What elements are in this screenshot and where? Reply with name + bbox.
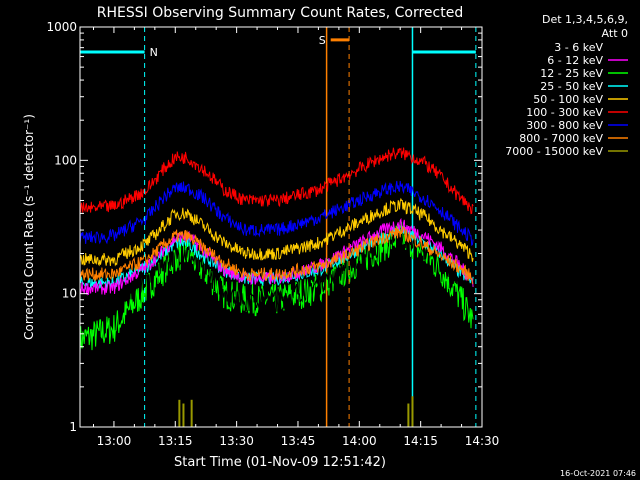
legend-label: 7000 - 15000 keV [505, 145, 603, 158]
x-tick-label: 13:15 [158, 434, 193, 448]
legend-header-line-1: Det 1,3,4,5,6,9, [542, 13, 628, 26]
legend-label: 800 - 7000 keV [519, 132, 603, 145]
flag-label: N [150, 46, 158, 59]
plot-area: NS 13:00 13:15 13:30 13:45 14:00 14:15 14:3011… [46, 20, 499, 448]
legend-label: 12 - 25 keV [540, 67, 603, 80]
legend-header-line-2: Att 0 [602, 27, 628, 40]
legend-label: 100 - 300 keV [526, 106, 603, 119]
x-tick-label: 13:45 [281, 434, 316, 448]
chart-title: RHESSI Observing Summary Count Rates, Co… [97, 5, 463, 21]
date-stamp: 16-Oct-2021 07:46 [560, 469, 636, 478]
flags-layer: NS [80, 27, 477, 427]
series-layer [79, 147, 474, 427]
flag-label: S [319, 34, 326, 47]
x-tick-label: 13:00 [97, 434, 132, 448]
series-line-6 [79, 180, 474, 247]
series-line-1 [79, 217, 474, 296]
legend-label: 25 - 50 keV [540, 80, 603, 93]
legend-label: 50 - 100 keV [533, 93, 603, 106]
y-tick-label: 10 [62, 287, 77, 301]
series-line-0 [79, 224, 474, 312]
y-tick-label: 100 [54, 153, 77, 167]
series-line-5 [79, 147, 474, 215]
plot-frame [79, 26, 483, 428]
legend-label: 3 - 6 keV [554, 41, 603, 54]
legend-label: 6 - 12 keV [547, 54, 603, 67]
y-tick-label: 1 [69, 420, 77, 434]
x-tick-label: 13:30 [219, 434, 254, 448]
markers-layer [325, 27, 414, 427]
legend-label: 300 - 800 keV [526, 119, 603, 132]
ticks-layer: 13:00 13:15 13:30 13:45 14:00 14:15 14:30 1 10 10… [46, 20, 499, 448]
x-tick-label: 14:30 [465, 434, 500, 448]
x-tick-label: 14:00 [342, 434, 377, 448]
y-tick-label: 1000 [46, 20, 77, 34]
x-axis-label: Start Time (01-Nov-09 12:51:42) [174, 455, 386, 470]
y-axis-label: Corrected Count Rate (s⁻¹ detector⁻¹) [22, 114, 36, 340]
legend-header: Det 1,3,4,5,6,9, Att 0 [542, 13, 628, 40]
series-line-4 [79, 197, 474, 267]
series-line-7 [79, 225, 474, 284]
x-tick-label: 14:15 [403, 434, 438, 448]
